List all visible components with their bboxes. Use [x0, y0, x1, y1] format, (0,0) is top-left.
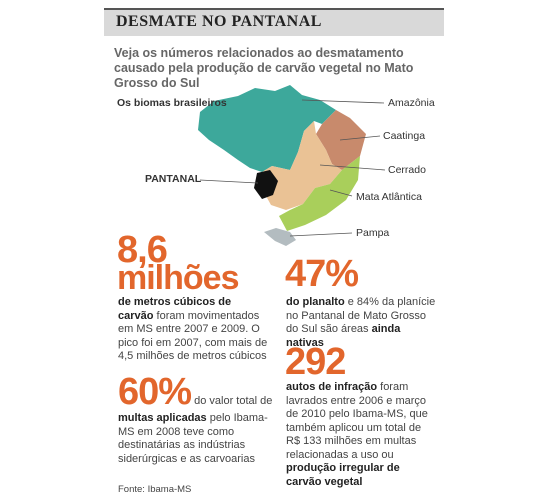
stat-unit: milhões [117, 259, 239, 297]
biome-map: Os biomas brasileiros Amazônia Caatinga … [117, 85, 435, 246]
stat-text-segment: de metros cúbicos de carvão [118, 296, 232, 322]
pampa-region [264, 228, 296, 246]
stat-text-segment: foram lavrados entre 2006 e março de 201… [286, 381, 428, 461]
stat-number: 47% [285, 253, 359, 295]
biome-label: Pampa [356, 227, 389, 239]
stat-text-segment: e 84% da planície no Pantanal de Mato Gr… [286, 296, 436, 335]
source: Fonte: Ibama-MS [118, 484, 192, 495]
stat-text: de metros cúbicos de carvão foram movime… [118, 296, 268, 364]
biome-label: Caatinga [383, 130, 425, 142]
cerrado-region [262, 121, 342, 210]
stat-text-segment: pelo Ibama-MS em 2008 teve como destinat… [118, 412, 268, 465]
stat-text: autos de infração foram lavrados entre 2… [286, 381, 436, 489]
stat-text-segment: do valor total de [191, 395, 273, 407]
stat-text-segment: foram movimentados em MS entre 2007 e 20… [118, 309, 268, 363]
title: DESMATE NO PANTANAL [116, 13, 322, 30]
stat-text-segment: autos de infração [286, 381, 378, 393]
title-bar: DESMATE NO PANTANAL [104, 8, 444, 36]
leader-line [329, 189, 353, 197]
leader-line [301, 99, 385, 104]
stat-number: 60% [118, 371, 192, 413]
stat-text-segment: produção irregular de carvão vegetal [286, 462, 400, 488]
stat-text: 60% do valor total de multas aplicadas p… [118, 372, 278, 466]
leader-line [319, 164, 386, 171]
biome-label: Mata Atlântica [356, 191, 422, 203]
biome-label: Amazônia [388, 97, 435, 109]
stat-number: 292 [285, 341, 346, 383]
leader-line [199, 179, 259, 184]
amazonia-region [198, 85, 336, 172]
stat-text-segment: ainda nativas [286, 323, 401, 349]
stat-number: 8,6 [117, 229, 168, 271]
stat-text-segment: multas aplicadas [118, 412, 207, 424]
stat-text: do planalto e 84% da planície no Pantana… [286, 296, 436, 350]
map-title: Os biomas brasileiros [117, 97, 227, 109]
stat-text-segment: do planalto [286, 296, 345, 308]
mata-atlantica-region [279, 156, 360, 231]
leader-line [339, 135, 381, 141]
subtitle: Veja os números relacionados ao desmatam… [114, 46, 414, 90]
leader-line [289, 232, 353, 237]
pantanal-region [254, 170, 278, 199]
biome-label: Cerrado [388, 164, 426, 176]
biome-label: PANTANAL [145, 173, 202, 185]
